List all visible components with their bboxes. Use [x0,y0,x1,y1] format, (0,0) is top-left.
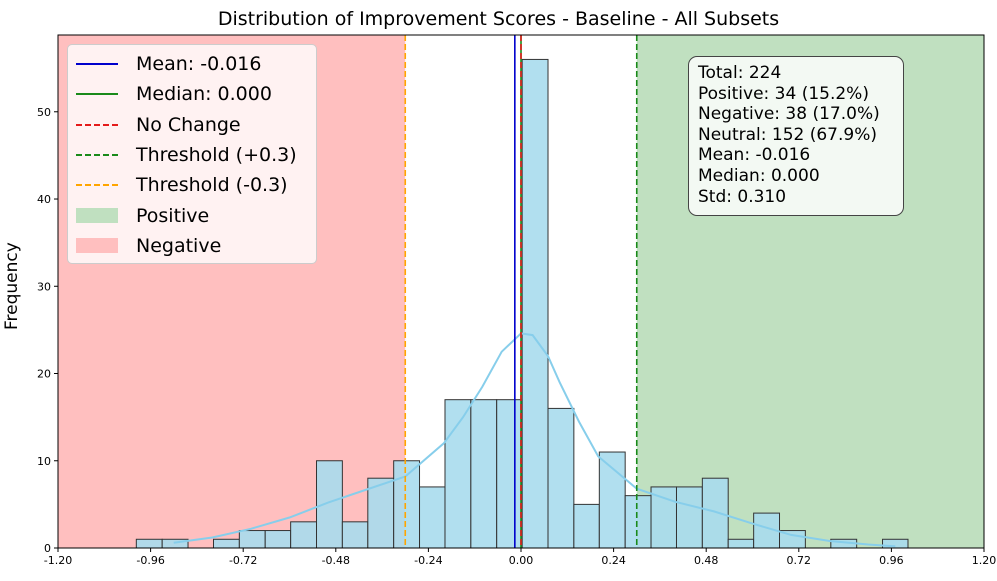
legend-label: Threshold (-0.3) [136,174,288,197]
histogram-bar-4 [238,530,266,549]
legend-label: Threshold (+0.3) [136,144,297,167]
legend-label: Negative [136,234,222,257]
legend-item: Negative [76,231,308,261]
stats-line: Std: 0.310 [698,186,787,207]
histogram-bar-23 [727,538,755,549]
y-tick-label: 40 [37,193,51,206]
legend-item: No Change [76,110,308,140]
legend-line [76,123,118,126]
legend-item: Threshold (+0.3) [76,140,308,170]
stats-line: Median: 0.000 [698,165,820,186]
histogram-bar-0 [135,538,163,549]
x-tick-label: -0.48 [322,554,350,567]
histogram-bar-6 [290,521,318,549]
y-tick-label: 30 [37,280,51,293]
legend-label: Median: 0.000 [136,83,272,106]
x-tick-label: -0.96 [136,554,164,567]
stats-line: Positive: 34 (15.2%) [698,83,869,104]
histogram-bar-14 [496,399,523,549]
legend-line [76,154,118,157]
histogram-bar-10 [393,460,421,549]
legend-line [76,63,118,66]
histogram-bar-7 [316,460,343,549]
histogram-bar-9 [367,477,395,549]
histogram-bar-8 [341,521,369,549]
histogram-bar-20 [650,486,677,549]
histogram-bar-16 [547,407,575,549]
legend-item: Threshold (-0.3) [76,170,308,200]
histogram-bar-19 [624,495,652,549]
histogram-bar-15 [521,58,549,549]
histogram-bar-11 [419,486,446,549]
stats-line: Neutral: 152 (67.9%) [698,124,877,145]
histogram-bar-5 [264,530,292,549]
histogram-bar-18 [598,451,626,549]
x-tick-label: 0.96 [879,554,904,567]
x-tick-label: -0.24 [414,554,442,567]
histogram-bar-12 [444,399,472,549]
legend-label: No Change [136,113,241,136]
legend-item: Median: 0.000 [76,79,308,109]
histogram-bar-13 [470,399,498,549]
legend-patch [76,238,118,254]
histogram-bar-3 [212,538,240,549]
x-tick-label: 0.48 [694,554,719,567]
histogram-bar-21 [675,486,703,549]
y-tick-label: 20 [37,368,51,381]
x-tick-label: 1.20 [972,554,997,567]
y-tick-label: 50 [37,106,51,119]
legend-label: Positive [136,204,210,227]
x-tick-label: -0.72 [229,554,257,567]
histogram-bar-22 [701,477,729,549]
x-tick-label: 0.24 [601,554,626,567]
legend-label: Mean: -0.016 [136,53,262,76]
legend-patch [76,208,118,224]
histogram-bar-17 [573,503,600,549]
stats-line: Mean: -0.016 [698,145,811,166]
legend-item: Positive [76,200,308,230]
x-tick-label: -1.20 [44,554,72,567]
x-tick-label: 0.72 [787,554,812,567]
y-tick-label: 0 [44,542,51,555]
stats-box: Total: 224 Positive: 34 (15.2%) Negative: … [688,56,904,216]
chart-title: Distribution of Improvement Scores - Bas… [217,8,780,30]
legend-line [76,184,118,187]
stats-line: Total: 224 [698,63,782,83]
y-tick-label: 10 [37,455,51,468]
x-tick-label: 0.00 [509,554,534,567]
legend: Mean: -0.016 Median: 0.000 No Change Thresh… [67,44,317,264]
kde-curve [173,332,896,548]
legend-item: Mean: -0.016 [76,49,308,79]
legend-line [76,93,118,96]
stats-line: Negative: 38 (17.0%) [698,104,880,125]
